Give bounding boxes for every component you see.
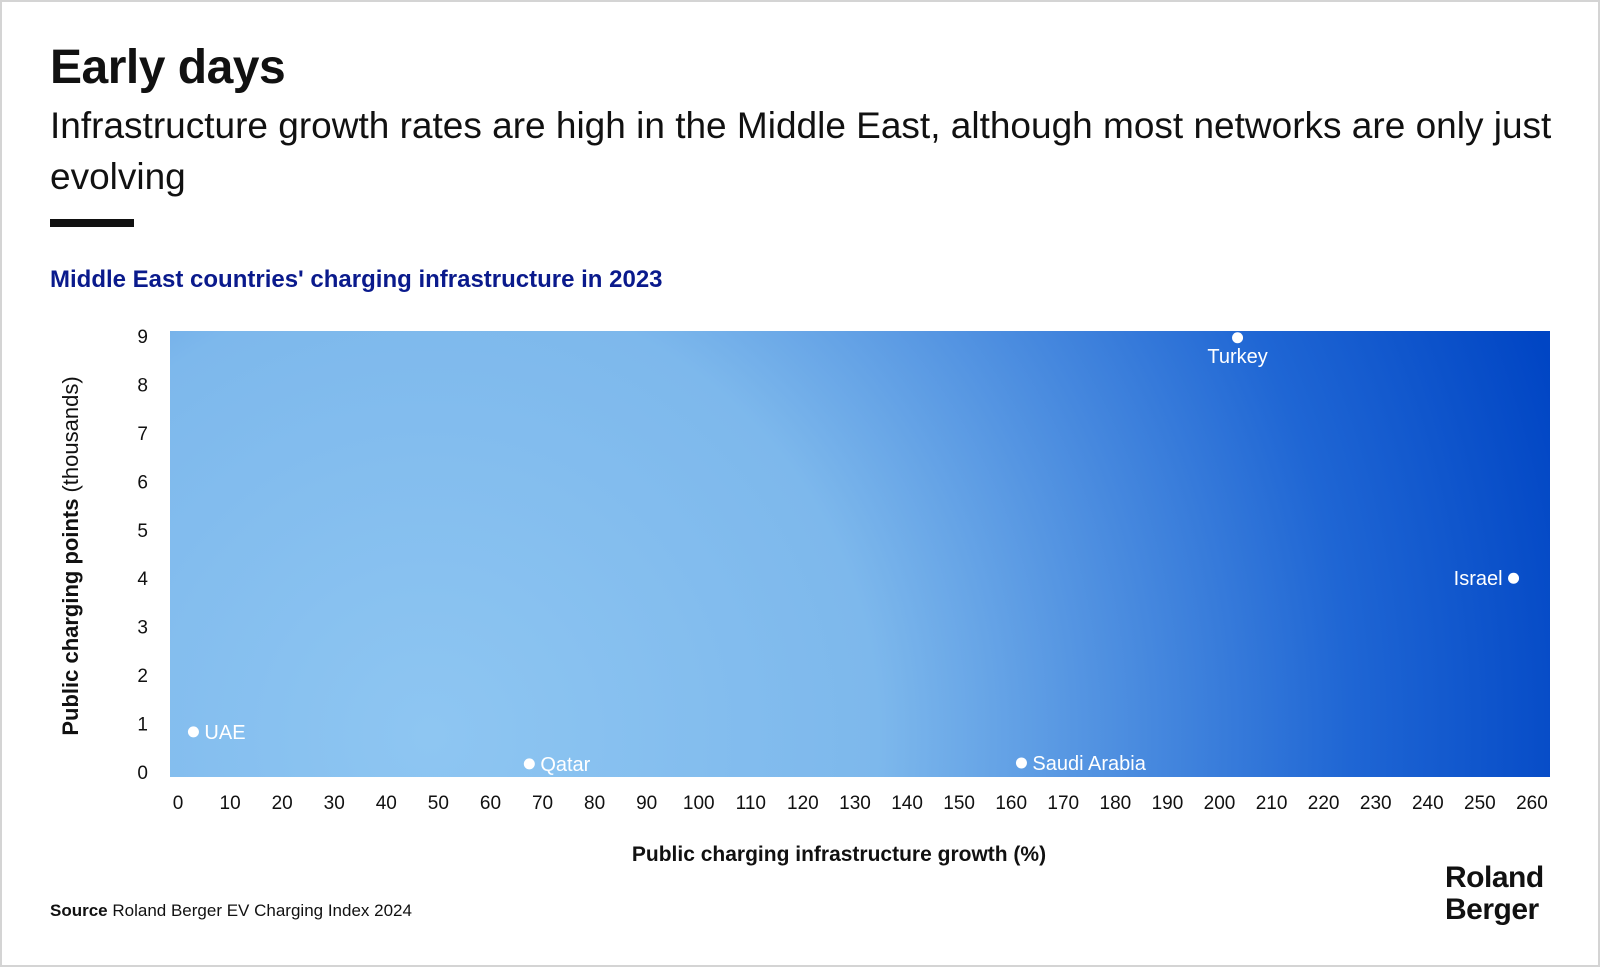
x-tick-label: 0 <box>173 793 184 814</box>
data-point <box>1232 332 1244 344</box>
data-point-label: Qatar <box>540 754 590 776</box>
x-tick-label: 70 <box>532 793 553 814</box>
logo-line-2: Berger <box>1445 893 1539 926</box>
x-tick-label: 10 <box>220 793 241 814</box>
data-point <box>523 758 535 770</box>
y-tick-label: 4 <box>137 569 148 590</box>
y-axis-label-main: Public charging points <box>58 499 83 736</box>
y-tick-label: 9 <box>137 327 148 348</box>
x-tick-label: 120 <box>787 793 819 814</box>
chart-title: Middle East countries' charging infrastr… <box>50 266 663 293</box>
x-tick-label: 50 <box>428 793 449 814</box>
x-tick-label: 240 <box>1412 793 1444 814</box>
x-tick-label: 260 <box>1516 793 1548 814</box>
y-tick-label: 2 <box>137 666 148 687</box>
data-point <box>1015 757 1027 769</box>
y-tick-label: 6 <box>137 472 148 493</box>
y-tick-label: 8 <box>137 375 148 396</box>
x-tick-label: 250 <box>1464 793 1496 814</box>
x-tick-label: 110 <box>736 793 766 814</box>
x-axis-ticks: 0 10 20 30 40 50 60 70 80 90 100 110 120 130 140 150 160… <box>173 793 1548 814</box>
x-tick-label: 60 <box>480 793 501 814</box>
x-tick-label: 200 <box>1204 793 1236 814</box>
data-point-label: Saudi Arabia <box>1032 753 1146 775</box>
x-tick-label: 40 <box>376 793 397 814</box>
page-subtitle: Infrastructure growth rates are high in … <box>50 105 1552 197</box>
x-tick-label: 100 <box>683 793 715 814</box>
y-axis-ticks: 0 1 2 3 4 5 6 7 8 9 <box>137 327 148 784</box>
y-axis-label: Public charging points (thousands) <box>58 376 83 735</box>
x-tick-label: 220 <box>1308 793 1340 814</box>
data-point <box>187 726 199 738</box>
x-tick-label: 190 <box>1152 793 1184 814</box>
logo-line-1: Roland <box>1445 861 1544 894</box>
page-title: Early days <box>50 41 286 94</box>
data-point <box>1508 572 1520 584</box>
plot-area <box>170 331 1550 777</box>
data-point-label: Turkey <box>1207 346 1267 368</box>
x-axis-label: Public charging infrastructure growth (%… <box>632 843 1046 866</box>
data-points: UAE Qatar Saudi Arabia Turkey Israel <box>187 332 1520 776</box>
x-tick-label: 20 <box>272 793 293 814</box>
x-tick-label: 130 <box>839 793 871 814</box>
source-text: Roland Berger EV Charging Index 2024 <box>112 901 412 920</box>
data-point-label: UAE <box>204 722 245 744</box>
title-divider <box>50 219 134 227</box>
data-point-label: Israel <box>1454 568 1503 590</box>
x-tick-label: 170 <box>1047 793 1079 814</box>
x-tick-label: 150 <box>943 793 975 814</box>
roland-berger-logo: Roland Berger <box>1445 862 1544 926</box>
y-tick-label: 3 <box>137 618 148 639</box>
source-label: Source <box>50 901 108 920</box>
y-tick-label: 0 <box>137 763 148 784</box>
x-tick-label: 160 <box>995 793 1027 814</box>
x-tick-label: 80 <box>584 793 605 814</box>
source-note: Source Roland Berger EV Charging Index 2… <box>50 900 412 922</box>
x-tick-label: 230 <box>1360 793 1392 814</box>
x-tick-label: 90 <box>636 793 657 814</box>
x-tick-label: 30 <box>324 793 345 814</box>
y-tick-label: 5 <box>137 521 148 542</box>
y-axis-label-unit: (thousands) <box>58 376 83 492</box>
x-tick-label: 180 <box>1100 793 1132 814</box>
y-tick-label: 1 <box>137 715 148 736</box>
x-tick-label: 140 <box>891 793 923 814</box>
x-tick-label: 210 <box>1256 793 1288 814</box>
y-tick-label: 7 <box>137 424 148 445</box>
